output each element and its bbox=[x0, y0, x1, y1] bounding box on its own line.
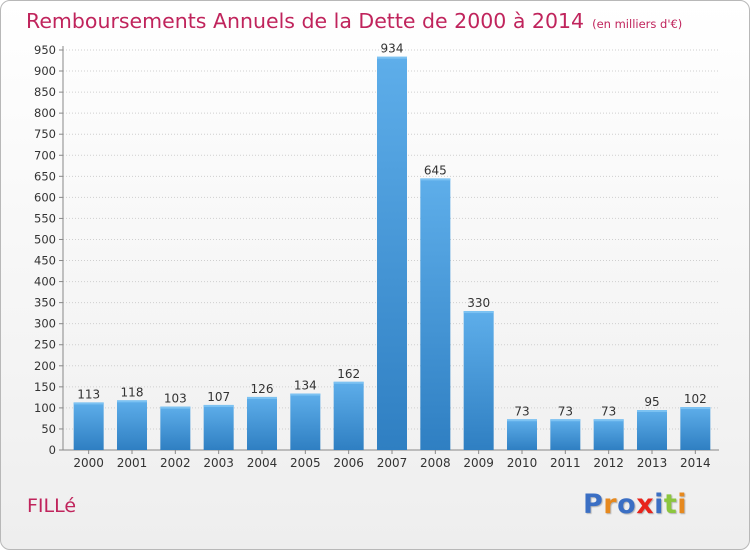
y-tick-label: 750 bbox=[34, 127, 56, 141]
bar-top-highlight bbox=[420, 178, 451, 181]
y-tick-label: 150 bbox=[34, 380, 56, 394]
y-tick-label: 0 bbox=[49, 443, 56, 457]
y-tick-label: 950 bbox=[34, 43, 56, 57]
bar-value-label: 134 bbox=[294, 379, 317, 393]
logo-letter: x bbox=[636, 489, 655, 520]
bar-top-highlight bbox=[680, 407, 711, 410]
bar-value-label: 102 bbox=[684, 392, 707, 406]
chart-title: Remboursements Annuels de la Dette de 20… bbox=[26, 9, 682, 33]
bar-top-highlight bbox=[203, 404, 234, 407]
bar bbox=[73, 402, 104, 450]
x-tick-label: 2001 bbox=[117, 456, 148, 470]
bar bbox=[680, 407, 711, 450]
x-tick-label: 2014 bbox=[680, 456, 711, 470]
bar-top-highlight bbox=[247, 396, 277, 399]
x-tick-label: 2011 bbox=[550, 456, 581, 470]
x-tick-label: 2004 bbox=[247, 456, 278, 470]
y-tick-label: 100 bbox=[34, 401, 56, 415]
y-tick-label: 600 bbox=[34, 190, 56, 204]
bar-value-label: 107 bbox=[207, 390, 230, 404]
x-tick-label: 2003 bbox=[203, 456, 234, 470]
y-tick-label: 550 bbox=[34, 211, 56, 225]
bar-top-highlight bbox=[333, 381, 364, 384]
logo-letter: t bbox=[663, 489, 678, 520]
y-tick-label: 250 bbox=[34, 338, 56, 352]
bar bbox=[550, 419, 581, 450]
bar-top-highlight bbox=[117, 400, 147, 403]
bar-top-highlight bbox=[593, 419, 624, 422]
bar-value-label: 73 bbox=[558, 404, 573, 418]
y-tick-label: 400 bbox=[34, 275, 56, 289]
logo-letter: P bbox=[583, 489, 604, 520]
y-tick-label: 50 bbox=[41, 422, 56, 436]
x-tick-label: 2006 bbox=[333, 456, 364, 470]
bar-value-label: 118 bbox=[121, 385, 144, 399]
bar-top-highlight bbox=[463, 311, 494, 314]
y-tick-label: 650 bbox=[34, 169, 56, 183]
y-tick-label: 900 bbox=[34, 64, 56, 78]
x-tick-label: 2012 bbox=[593, 456, 624, 470]
bar bbox=[290, 393, 321, 450]
bar-top-highlight bbox=[73, 402, 104, 405]
proxiti-logo: Proxiti bbox=[583, 489, 687, 520]
bar-top-highlight bbox=[637, 410, 667, 412]
bar bbox=[377, 56, 407, 450]
logo-letter: o bbox=[617, 489, 637, 520]
y-tick-label: 350 bbox=[34, 296, 56, 310]
bar bbox=[593, 419, 624, 450]
x-tick-label: 2007 bbox=[377, 456, 408, 470]
bar bbox=[203, 404, 234, 450]
logo-letter: i bbox=[677, 489, 688, 520]
bar-top-highlight bbox=[290, 393, 321, 396]
bar-value-label: 113 bbox=[77, 387, 100, 401]
x-tick-label: 2013 bbox=[637, 456, 668, 470]
bar bbox=[247, 396, 277, 450]
logo-letter: r bbox=[603, 489, 618, 520]
y-tick-label: 850 bbox=[34, 85, 56, 99]
chart-title-unit: (en milliers d'€) bbox=[592, 17, 683, 31]
bar bbox=[637, 410, 667, 450]
y-tick-label: 450 bbox=[34, 254, 56, 268]
bar-value-label: 330 bbox=[467, 296, 490, 310]
y-tick-label: 300 bbox=[34, 317, 56, 331]
bar bbox=[333, 381, 364, 450]
bar-value-label: 95 bbox=[644, 395, 659, 409]
bar-value-label: 126 bbox=[251, 382, 274, 396]
bar-value-label: 162 bbox=[337, 367, 360, 381]
y-tick-label: 700 bbox=[34, 148, 56, 162]
bar bbox=[420, 178, 451, 450]
bar bbox=[507, 419, 537, 450]
bar-value-label: 934 bbox=[381, 42, 404, 56]
x-tick-label: 2002 bbox=[160, 456, 191, 470]
bar-top-highlight bbox=[377, 56, 407, 59]
chart-title-main: Remboursements Annuels de la Dette de 20… bbox=[26, 9, 585, 33]
x-tick-label: 2008 bbox=[420, 456, 451, 470]
x-tick-label: 2010 bbox=[507, 456, 538, 470]
bar-value-label: 103 bbox=[164, 392, 187, 406]
x-tick-label: 2005 bbox=[290, 456, 321, 470]
bar-top-highlight bbox=[160, 406, 191, 409]
y-tick-label: 500 bbox=[34, 232, 56, 246]
bar-value-label: 645 bbox=[424, 163, 447, 177]
x-tick-label: 2009 bbox=[463, 456, 494, 470]
logo-letter: i bbox=[654, 489, 664, 520]
bar-value-label: 73 bbox=[514, 404, 529, 418]
city-name: FILLé bbox=[27, 495, 77, 517]
bar-top-highlight bbox=[550, 419, 581, 422]
bar-top-highlight bbox=[507, 419, 537, 422]
bar-value-label: 73 bbox=[601, 404, 616, 418]
y-tick-label: 200 bbox=[34, 359, 56, 373]
y-tick-label: 800 bbox=[34, 106, 56, 120]
bar bbox=[463, 311, 494, 450]
bar bbox=[160, 406, 191, 450]
bar bbox=[117, 400, 147, 450]
x-tick-label: 2000 bbox=[73, 456, 104, 470]
